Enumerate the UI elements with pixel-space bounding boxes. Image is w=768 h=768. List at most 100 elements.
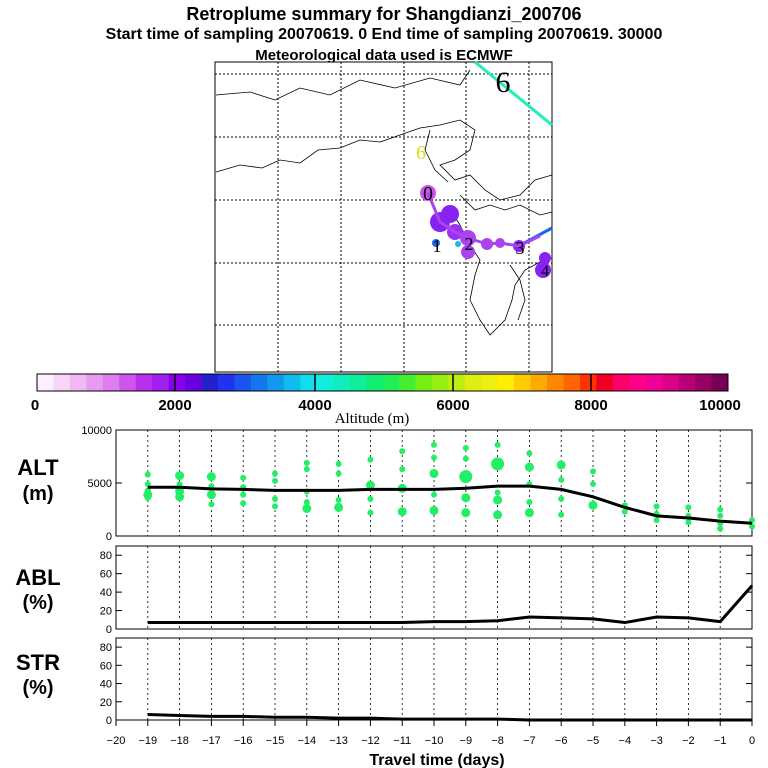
- colorbar-tick: 6000: [436, 397, 469, 414]
- plume-dot: [461, 245, 475, 259]
- alt-point: [272, 495, 278, 502]
- chart-title: Retroplume summary for Shangdianzi_20070…: [186, 4, 582, 24]
- altitude-colorbar: [36, 373, 729, 392]
- meteorological-data-note: Meteorological data used is ECMWF: [255, 47, 513, 64]
- colorbar-swatch: [481, 374, 499, 391]
- colorbar-swatch: [629, 374, 647, 391]
- x-tick-label: −1: [714, 735, 727, 747]
- alt-point: [175, 471, 185, 481]
- colorbar-swatch: [300, 374, 318, 391]
- alt-point: [653, 517, 660, 524]
- colorbar-swatch: [612, 374, 630, 391]
- colorbar-swatch: [382, 374, 400, 391]
- map-day-label: 0: [423, 183, 433, 205]
- y-tick-label: 0: [106, 624, 112, 636]
- alt-point: [431, 454, 437, 461]
- colorbar-swatch: [185, 374, 203, 391]
- str-yunit: (%): [22, 677, 53, 699]
- colorbar-swatch: [152, 374, 170, 391]
- colorbar-swatch: [316, 374, 334, 391]
- colorbar-swatch: [530, 374, 548, 391]
- map-day-label: 1: [433, 236, 442, 256]
- map-day-label: 4: [541, 263, 549, 280]
- alt-point: [524, 508, 534, 518]
- colorbar-swatch: [135, 374, 153, 391]
- alt-point: [240, 474, 247, 481]
- map-day-label: 6: [496, 66, 511, 99]
- alt-point: [335, 496, 342, 503]
- colorbar-swatch: [695, 374, 713, 391]
- x-tick-label: −8: [491, 735, 504, 747]
- abl-ylabel: ABL: [15, 565, 60, 590]
- x-tick-label: −12: [361, 735, 380, 747]
- colorbar-swatch: [234, 374, 252, 391]
- colorbar-swatch: [201, 374, 219, 391]
- sampling-time-subtitle: Start time of sampling 20070619. 0 End t…: [105, 26, 663, 43]
- x-tick-label: −10: [425, 735, 444, 747]
- x-tick-label: −4: [619, 735, 632, 747]
- alt-point: [558, 476, 565, 483]
- alt-panel: 0 5000 10000: [81, 425, 755, 543]
- alt-point: [717, 525, 724, 532]
- alt-point: [303, 459, 310, 466]
- x-tick-label: −11: [393, 735, 411, 747]
- colorbar-swatch: [267, 374, 285, 391]
- alt-point: [494, 489, 501, 496]
- alt-point: [397, 507, 407, 517]
- alt-point: [367, 456, 374, 463]
- alt-yunit: (m): [22, 483, 53, 505]
- colorbar-tick: 0: [31, 397, 39, 414]
- x-tick-label: −13: [329, 735, 348, 747]
- alt-point: [429, 506, 439, 516]
- colorbar-swatch: [596, 374, 614, 391]
- colorbar-swatch: [415, 374, 433, 391]
- colorbar-swatch: [119, 374, 137, 391]
- alt-point: [526, 499, 533, 506]
- colorbar-swatch: [283, 374, 301, 391]
- y-tick-label: 0: [106, 715, 112, 727]
- alt-point: [493, 510, 503, 520]
- alt-point: [240, 491, 247, 498]
- x-tick-label: −9: [460, 735, 473, 747]
- alt-point: [685, 519, 692, 526]
- alt-point: [459, 470, 473, 484]
- colorbar-tick: 2000: [158, 397, 191, 414]
- alt-point: [590, 468, 596, 475]
- alt-point: [272, 503, 278, 510]
- colorbar-tick: 8000: [574, 397, 607, 414]
- map-day-label: 3: [516, 238, 525, 258]
- y-tick-label: 80: [100, 550, 112, 562]
- colorbar-swatch: [69, 374, 87, 391]
- alt-point: [588, 500, 598, 510]
- alt-point: [461, 493, 471, 503]
- alt-point: [558, 511, 565, 518]
- colorbar-tick: 10000: [699, 397, 741, 414]
- y-tick-label: 0: [106, 531, 112, 543]
- alt-point: [462, 445, 469, 452]
- colorbar-swatch: [448, 374, 466, 391]
- x-tick-label: −15: [266, 735, 285, 747]
- y-tick-label: 5000: [88, 478, 112, 490]
- colorbar-swatch: [250, 374, 268, 391]
- y-tick-label: 40: [100, 587, 112, 599]
- abl-panel: 0 20 40 60 80: [100, 545, 754, 636]
- y-tick-label: 10000: [81, 425, 112, 437]
- alt-ylabel: ALT: [17, 455, 59, 480]
- x-tick-label: −6: [555, 735, 568, 747]
- str-panel: 0 20 40 60 80: [100, 637, 753, 727]
- x-tick-label: −3: [650, 735, 663, 747]
- colorbar-swatch: [86, 374, 104, 391]
- x-tick-label: −7: [523, 735, 536, 747]
- alt-point: [556, 460, 566, 470]
- plume-dot: [432, 239, 440, 247]
- y-tick-label: 60: [100, 660, 112, 672]
- colorbar-swatch: [37, 374, 54, 391]
- colorbar-swatch: [366, 374, 383, 391]
- plume-dot: [535, 262, 551, 278]
- alt-point: [176, 481, 183, 488]
- y-tick-label: 20: [100, 606, 112, 618]
- colorbar-frame: [36, 373, 729, 392]
- alt-point: [335, 460, 342, 467]
- y-tick-label: 20: [100, 697, 112, 709]
- str-line: [147, 713, 752, 722]
